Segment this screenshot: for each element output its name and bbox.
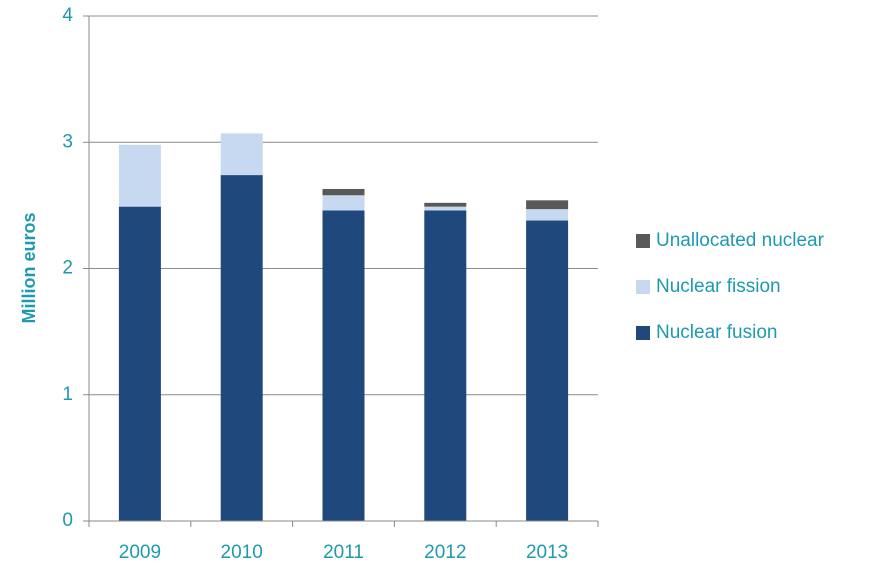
legend-label: Nuclear fission <box>656 276 781 297</box>
legend-swatch <box>636 234 650 248</box>
legend-label: Nuclear fusion <box>656 322 777 343</box>
y-axis-label: Million euros <box>19 212 39 323</box>
bar-segment <box>526 209 569 221</box>
x-tick-label: 2010 <box>221 542 263 563</box>
bar-segment <box>118 144 161 207</box>
x-tick-label: 2011 <box>323 542 364 563</box>
bar-segment <box>424 202 467 207</box>
bar-segment <box>220 175 263 521</box>
bar-segment <box>322 195 365 211</box>
legend-swatch <box>636 326 650 340</box>
bar-segment <box>424 210 467 522</box>
bar-segment <box>526 200 569 210</box>
bar-segment <box>424 206 467 211</box>
y-tick-label: 3 <box>62 131 73 152</box>
y-tick-label: 4 <box>62 5 73 26</box>
bar-segment <box>322 210 365 522</box>
y-tick-label: 2 <box>62 258 73 279</box>
bar-segment <box>220 133 263 176</box>
x-tick-label: 2009 <box>119 542 161 563</box>
legend-swatch <box>636 280 650 294</box>
x-tick-label: 2012 <box>424 542 466 563</box>
y-tick-label: 1 <box>62 384 73 405</box>
y-tick-label: 0 <box>62 510 73 531</box>
x-tick-label: 2013 <box>526 542 568 563</box>
bar-segment <box>526 220 569 521</box>
bar-segment <box>118 206 161 521</box>
legend-label: Unallocated nuclear <box>656 230 825 251</box>
bar-segment <box>322 188 365 196</box>
